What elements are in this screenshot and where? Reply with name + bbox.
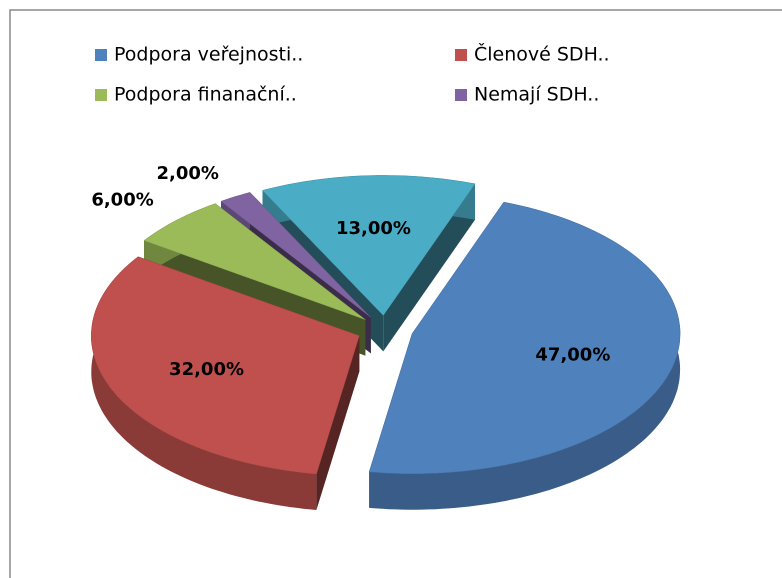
pie-slice bbox=[262, 175, 476, 316]
pie-slice bbox=[220, 192, 371, 318]
data-label: 13,00% bbox=[336, 218, 411, 239]
pie-slice bbox=[368, 201, 681, 474]
pie-slice-group bbox=[91, 256, 360, 510]
legend-label: Podpora finanační.. bbox=[114, 84, 297, 106]
data-label: 32,00% bbox=[169, 359, 244, 380]
slice-wall bbox=[91, 256, 317, 510]
slice-side bbox=[316, 335, 360, 510]
legend-swatch bbox=[95, 49, 107, 61]
slice-side bbox=[383, 183, 475, 352]
data-label: 2,00% bbox=[156, 163, 218, 184]
data-label: 6,00% bbox=[91, 189, 153, 210]
pie-slice bbox=[143, 203, 366, 320]
pie-slice-group bbox=[368, 201, 681, 510]
legend-label: Nemají SDH.. bbox=[474, 84, 599, 106]
legend-swatch bbox=[95, 89, 107, 101]
data-label: 47,00% bbox=[535, 345, 610, 366]
pie-slice bbox=[91, 256, 360, 475]
legend-swatch bbox=[455, 89, 467, 101]
legend-swatch bbox=[455, 49, 467, 61]
legend-label: Podpora veřejnosti.. bbox=[114, 44, 303, 66]
legend-label: Členové SDH.. bbox=[474, 42, 610, 66]
slice-wall bbox=[369, 202, 681, 510]
